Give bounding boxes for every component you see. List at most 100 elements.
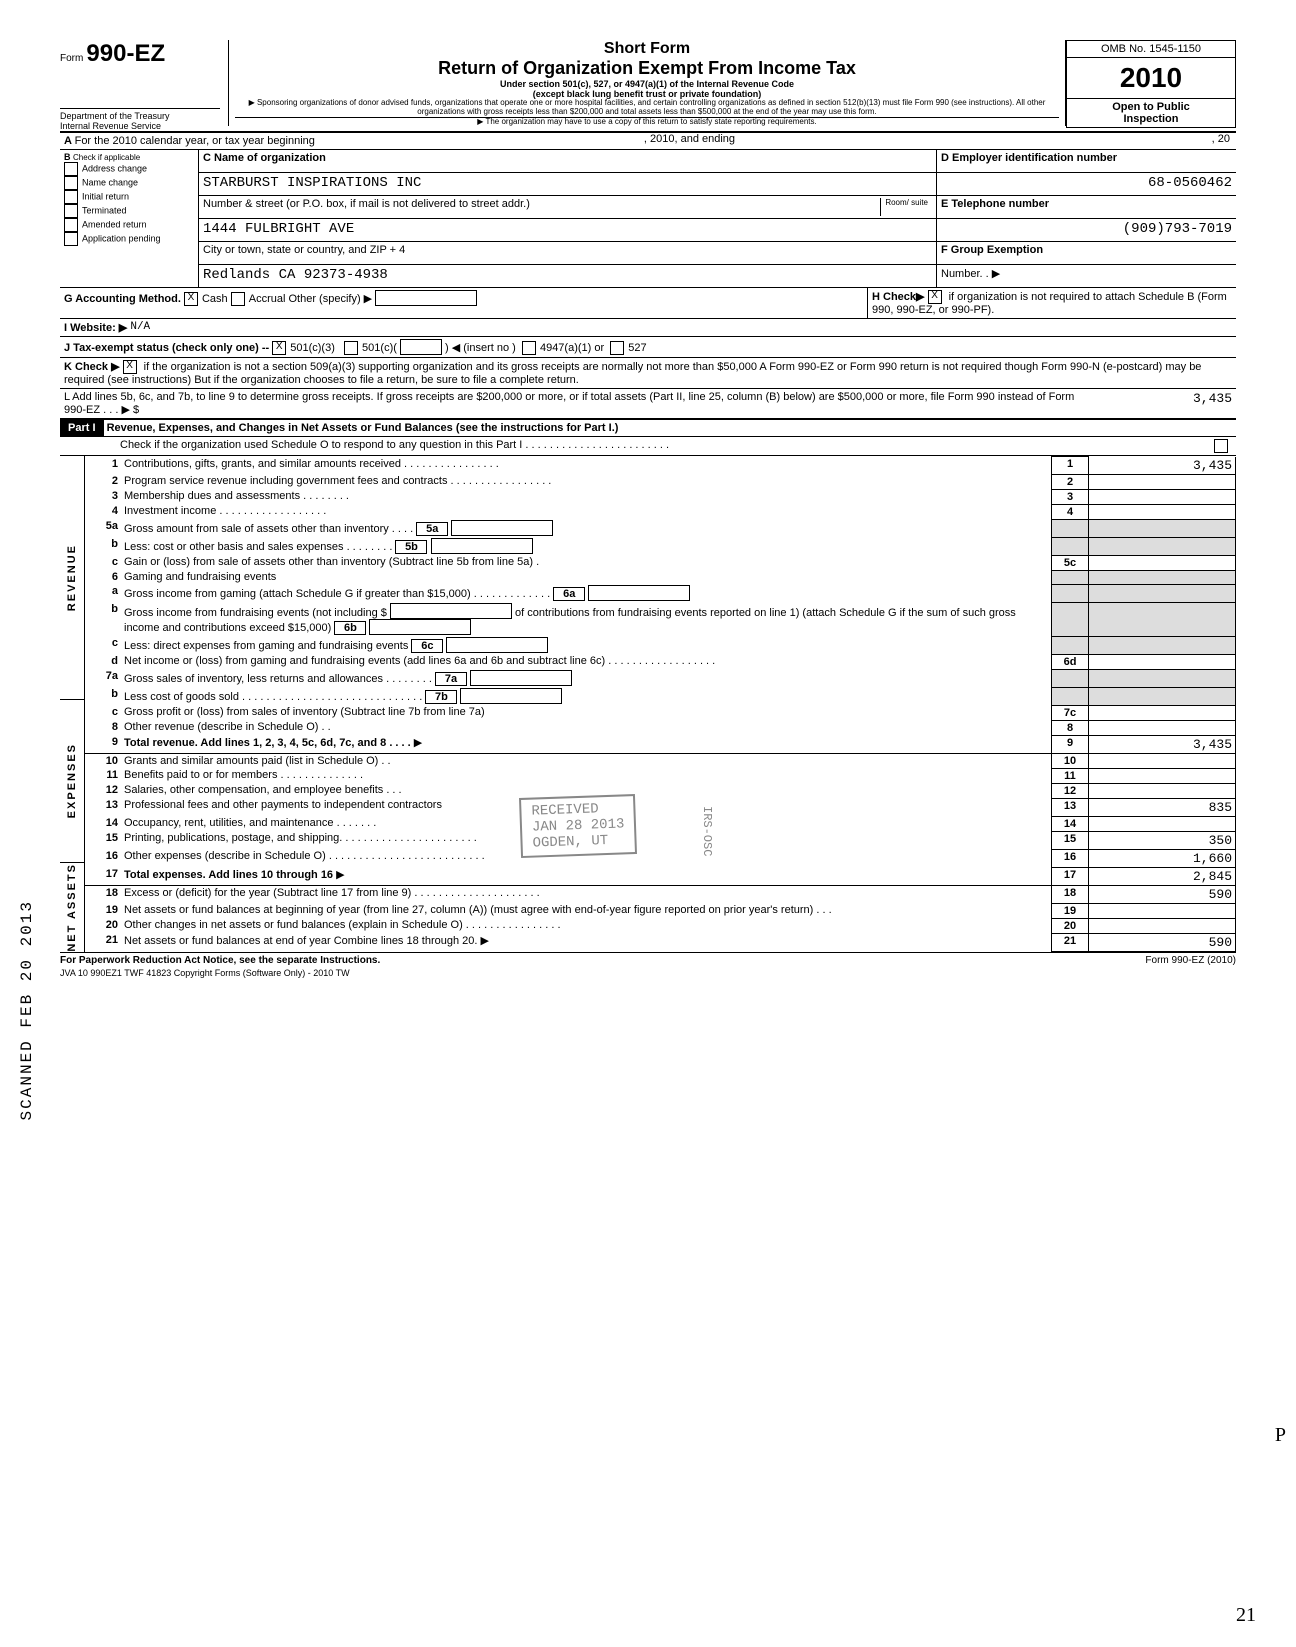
row-k: K Check ▶ X if the organization is not a…	[60, 358, 1236, 389]
row-l: L Add lines 5b, 6c, and 7b, to line 9 to…	[60, 389, 1236, 420]
g-other: Other (specify) ▶	[288, 293, 372, 305]
form-header: Form 990-EZ Department of the Treasury I…	[60, 40, 1236, 131]
l1-desc: Contributions, gifts, grants, and simila…	[121, 457, 1052, 475]
g-label: G Accounting Method.	[64, 293, 181, 305]
check-terminated[interactable]	[64, 204, 78, 218]
form-number: 990-EZ	[86, 40, 165, 67]
c-label: C Name of organization	[203, 152, 326, 164]
row-i: I Website: ▶ N/A	[60, 319, 1236, 337]
g-other-input[interactable]	[375, 290, 477, 306]
stamp-date: JAN 28 2013	[532, 817, 625, 836]
row-j: J Tax-exempt status (check only one) -- …	[60, 337, 1236, 358]
l17-amt: 2,845	[1089, 867, 1236, 885]
check-column: B Check if applicable Address change Nam…	[60, 150, 199, 287]
l6a-amt	[1089, 584, 1236, 602]
check-name[interactable]	[64, 176, 78, 190]
check-k[interactable]: X	[123, 360, 137, 374]
dept-treasury: Department of the Treasury	[60, 108, 220, 121]
j-501c3: 501(c)(3)	[290, 342, 335, 354]
footer-mid: JVA 10 990EZ1 TWF 41823 Copyright Forms …	[60, 966, 1236, 978]
check-address[interactable]	[64, 162, 78, 176]
street: 1444 FULBRIGHT AVE	[199, 219, 936, 242]
footer-right: Form 990-EZ (2010)	[1145, 955, 1236, 966]
f-label: F Group Exemption	[941, 244, 1043, 256]
website: N/A	[130, 321, 150, 334]
expenses-vert: EXPENSES	[66, 743, 78, 818]
check-pending[interactable]	[64, 232, 78, 246]
dept-irs: Internal Revenue Service	[60, 121, 220, 131]
part1-check[interactable]	[1214, 439, 1228, 453]
footer-left: For Paperwork Reduction Act Notice, see …	[60, 955, 380, 966]
l5c-amt	[1089, 555, 1236, 570]
stamp-ogden: OGDEN, UT	[532, 833, 608, 852]
irs-osc-stamp: IRS-OSC	[700, 806, 714, 856]
check-amended[interactable]	[64, 218, 78, 232]
check-h[interactable]: X	[928, 290, 942, 304]
l7b-box: 7b	[425, 690, 457, 704]
l9-desc: Total revenue. Add lines 1, 2, 3, 4, 5c,…	[124, 737, 411, 749]
l6c-box: 6c	[411, 639, 443, 653]
l19-desc: Net assets or fund balances at beginning…	[121, 903, 1052, 918]
check-accrual[interactable]	[231, 292, 245, 306]
j-insert: ) ◀ (insert no )	[445, 342, 516, 354]
l6b-amt	[1089, 602, 1236, 636]
j-insert-input[interactable]	[400, 339, 442, 355]
l21-desc: Net assets or fund balances at end of ye…	[124, 935, 477, 947]
tax-year: 2010	[1066, 58, 1236, 99]
form-prefix: Form	[60, 53, 83, 64]
l19-amt	[1089, 903, 1236, 918]
footer: For Paperwork Reduction Act Notice, see …	[60, 952, 1236, 966]
form-id-box: Form 990-EZ Department of the Treasury I…	[60, 40, 228, 131]
check-4947[interactable]	[522, 341, 536, 355]
l8-desc: Other revenue (describe in Schedule O) .…	[121, 720, 1052, 735]
l-amount: 3,435	[1092, 391, 1232, 416]
return-title: Return of Organization Exempt From Incom…	[235, 58, 1059, 79]
handwritten-21: 21	[1236, 1604, 1256, 1627]
l7b-input[interactable]	[460, 688, 562, 704]
l2-amt	[1089, 474, 1236, 489]
l6b-input1[interactable]	[390, 603, 512, 619]
check-501c3[interactable]: X	[272, 341, 286, 355]
title-box: Short Form Return of Organization Exempt…	[228, 40, 1066, 126]
l6c-input[interactable]	[446, 637, 548, 653]
l5b-input[interactable]	[431, 538, 533, 554]
check-initial[interactable]	[64, 190, 78, 204]
check-527[interactable]	[610, 341, 624, 355]
l5a-input[interactable]	[451, 520, 553, 536]
check-501c[interactable]	[344, 341, 358, 355]
l6a-input[interactable]	[588, 585, 690, 601]
check-cash[interactable]: X	[184, 292, 198, 306]
row-gh: G Accounting Method. XCash Accrual Other…	[60, 288, 1236, 319]
part1-table: 1Contributions, gifts, grants, and simil…	[85, 456, 1236, 952]
l5b-amt	[1089, 537, 1236, 555]
a-mid: , 2010, and ending	[319, 133, 1060, 149]
fine-print-2: ▶ The organization may have to use a cop…	[235, 117, 1059, 127]
open-public: Open to Public Inspection	[1066, 99, 1236, 128]
l6b-input2[interactable]	[369, 619, 471, 635]
l7a-input[interactable]	[470, 670, 572, 686]
l9-amt: 3,435	[1089, 735, 1236, 753]
l3-amt	[1089, 489, 1236, 504]
l2-desc: Program service revenue including govern…	[121, 474, 1052, 489]
d-label: D Employer identification number	[936, 150, 1236, 173]
l5b-desc: Less: cost or other basis and sales expe…	[124, 541, 392, 553]
org-name: STARBURST INSPIRATIONS INC	[199, 173, 936, 196]
l-text: L Add lines 5b, 6c, and 7b, to line 9 to…	[64, 391, 1092, 416]
part1-label: Part I	[60, 420, 104, 436]
l6c-desc: Less: direct expenses from gaming and fu…	[124, 640, 408, 652]
l12-amt	[1089, 783, 1236, 798]
part1-title: Revenue, Expenses, and Changes in Net As…	[107, 422, 619, 434]
k-body: if the organization is not a section 509…	[64, 361, 1201, 386]
a-end: , 20	[1060, 133, 1236, 149]
name-address-block: C Name of organization STARBURST INSPIRA…	[199, 150, 936, 287]
h-label: H Check▶	[872, 291, 924, 303]
revenue-vert: REVENUE	[66, 544, 78, 611]
l6c-amt	[1089, 636, 1236, 654]
lbl-terminated: Terminated	[82, 205, 127, 215]
l11-desc: Benefits paid to or for members . . . . …	[121, 768, 1052, 783]
b-label: Check if applicable	[73, 153, 140, 162]
l5a-amt	[1089, 519, 1236, 537]
l15-amt: 350	[1089, 831, 1236, 849]
fine-print-1: ▶ Sponsoring organizations of donor advi…	[235, 99, 1059, 117]
l6-desc: Gaming and fundraising events	[121, 570, 1052, 584]
